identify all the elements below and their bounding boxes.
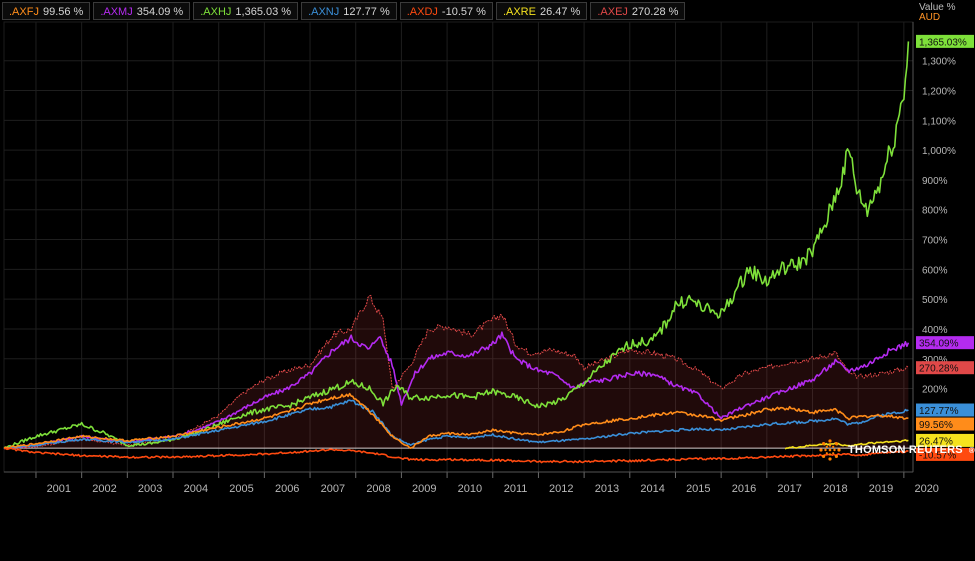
end-label-text: 99.56% [919, 420, 953, 431]
series-area-axej [4, 295, 909, 449]
legend-item-axhj[interactable]: .AXHJ 1,365.03 % [193, 2, 299, 20]
chart-area-fill [4, 295, 909, 449]
x-tick-label: 2016 [732, 483, 756, 495]
y-tick-label: 1,300% [922, 57, 956, 68]
end-labels: 1,365.03% 354.09% 270.28% 127.77% 99.56% 26.4… [916, 34, 974, 461]
legend-value: 270.28 % [631, 6, 679, 18]
legend-item-axmj[interactable]: .AXMJ 354.09 % [93, 2, 191, 20]
legend-item-axre[interactable]: .AXRE 26.47 % [495, 2, 588, 20]
thomson-reuters-logo-icon [819, 439, 841, 461]
legend-value: -10.57 % [441, 6, 486, 18]
brand-mark: ® [968, 445, 975, 455]
end-label-axfj: 99.56% [916, 417, 974, 431]
end-label-text: 354.09% [919, 339, 959, 350]
y-axis: 200% 300% 400% 500% 600% 700% 800% 900% 1,000% 1,… [912, 22, 956, 472]
series-line-axfj [3, 392, 909, 449]
x-tick-label: 2014 [640, 483, 664, 495]
legend-item-axnj[interactable]: .AXNJ 127.77 % [301, 2, 397, 20]
series-line-axdj [4, 447, 909, 464]
y-tick-label: 900% [922, 176, 948, 187]
y-tick-label: 1,100% [922, 116, 956, 127]
y-tick-label: 200% [922, 385, 948, 396]
brand-logo: THOMSON REUTERS ® [818, 438, 975, 462]
legend-ric: .AXDJ [406, 6, 438, 18]
y-tick-label: 700% [922, 236, 948, 247]
axis-header-currency: AUD [919, 12, 941, 23]
chart-series [3, 41, 910, 464]
end-label-box [916, 403, 974, 417]
x-tick-label: 2008 [366, 483, 390, 495]
series-line-axnj [3, 399, 909, 450]
legend-value: 26.47 % [539, 6, 581, 18]
legend-bar: .AXFJ 99.56 % .AXMJ 354.09 % .AXHJ 1,365.03… [0, 0, 975, 22]
end-label-text: 270.28% [919, 364, 959, 375]
axis-header: Value % AUD [919, 3, 956, 23]
y-tick-label: 400% [922, 325, 948, 336]
y-tick-label: 500% [922, 295, 948, 306]
legend-value: 99.56 % [42, 6, 84, 18]
x-tick-label: 2009 [412, 483, 436, 495]
end-label-box [916, 447, 974, 461]
x-tick-label: 2019 [869, 483, 893, 495]
end-label-axej: 270.28% [916, 361, 974, 375]
x-tick-label: 2004 [184, 483, 208, 495]
x-tick-label: 2006 [275, 483, 299, 495]
legend-value: 1,365.03 % [235, 6, 292, 18]
x-tick-label: 2007 [321, 483, 345, 495]
end-label-axdj: -10.57% [916, 447, 974, 461]
x-tick-label: 2001 [47, 483, 71, 495]
axis-header-unit: Value % [919, 2, 956, 13]
x-tick-label: 2020 [914, 483, 938, 495]
end-label-text: -10.57% [919, 450, 956, 461]
end-label-text: 26.47% [919, 436, 953, 447]
end-label-box [916, 361, 974, 375]
end-label-box [916, 417, 974, 431]
brand-name: THOMSON REUTERS [848, 444, 963, 456]
y-tick-label: 1,000% [922, 146, 956, 157]
legend-item-axdj[interactable]: .AXDJ -10.57 % [399, 2, 493, 20]
x-tick-label: 2015 [686, 483, 710, 495]
end-label-axre: 26.47% [916, 433, 974, 447]
x-tick-label: 2018 [823, 483, 847, 495]
end-label-axmj: 354.09% [916, 336, 974, 350]
series-line-axhj [3, 41, 910, 450]
y-tick-label: 300% [922, 355, 948, 366]
legend-value: 354.09 % [136, 6, 184, 18]
legend-item-axej[interactable]: .AXEJ 270.28 % [590, 2, 686, 20]
end-label-axnj: 127.77% [916, 403, 974, 417]
legend-ric: .AXNJ [308, 6, 340, 18]
x-tick-label: 2011 [504, 483, 528, 495]
legend-value: 127.77 % [343, 6, 390, 18]
x-tick-label: 2013 [595, 483, 619, 495]
end-label-text: 1,365.03% [919, 37, 967, 48]
y-tick-label: 800% [922, 206, 948, 217]
x-tick-label: 2005 [229, 483, 253, 495]
end-label-box [916, 433, 974, 447]
y-tick-label: 600% [922, 265, 948, 276]
x-tick-label: 2012 [549, 483, 573, 495]
legend-item-axfj[interactable]: .AXFJ 99.56 % [2, 2, 91, 20]
end-label-box [916, 336, 974, 350]
series-line-axre [784, 439, 909, 450]
legend-ric: .AXHJ [200, 6, 232, 18]
x-tick-label: 2002 [92, 483, 116, 495]
legend-ric: .AXEJ [597, 6, 628, 18]
x-tick-label: 2010 [458, 483, 482, 495]
end-label-text: 127.77% [919, 406, 959, 417]
legend-ric: .AXRE [502, 6, 536, 18]
end-label-axhj: 1,365.03% [916, 34, 974, 48]
x-axis: 2001 2002 2003 2004 2005 2006 2007 2008 2009 2010… [4, 471, 939, 495]
legend-ric: .AXMJ [100, 6, 133, 18]
y-tick-label: 1,200% [922, 87, 956, 98]
end-label-box [916, 34, 974, 48]
x-tick-label: 2003 [138, 483, 162, 495]
x-tick-label: 2017 [777, 483, 801, 495]
legend-ric: .AXFJ [9, 6, 39, 18]
